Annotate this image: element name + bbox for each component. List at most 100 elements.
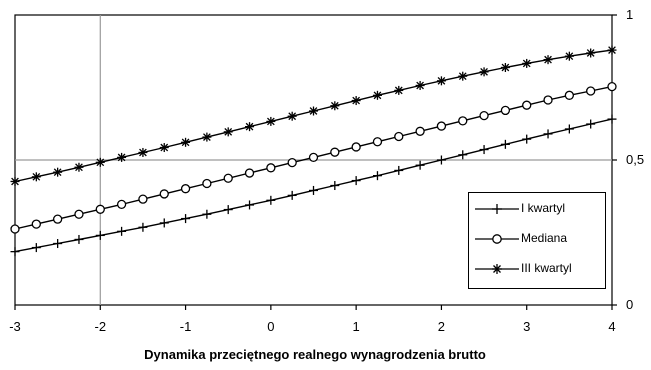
point-plus xyxy=(95,230,105,240)
x-axis-title: Dynamika przeciętnego realnego wynagrodz… xyxy=(144,347,486,362)
point-circle xyxy=(138,194,148,204)
point-asterisk xyxy=(245,122,255,132)
legend-marker-circle-icon xyxy=(475,234,519,244)
x-tick-label: -2 xyxy=(95,319,107,334)
point-circle xyxy=(116,199,127,210)
legend-label-i-kwartyl: I kwartyl xyxy=(521,201,566,215)
legend-label-iii-kwartyl: III kwartyl xyxy=(521,261,572,275)
point-plus xyxy=(351,176,361,186)
x-tick-label: 3 xyxy=(523,319,530,334)
point-circle xyxy=(223,173,233,183)
legend-marker-asterisk-icon xyxy=(475,264,519,274)
point-asterisk xyxy=(181,137,191,147)
point-circle xyxy=(31,219,41,229)
point-circle xyxy=(436,121,447,131)
point-plus xyxy=(309,185,318,195)
point-circle xyxy=(180,184,191,194)
point-asterisk xyxy=(458,71,468,81)
x-tick-label: 0 xyxy=(267,319,274,334)
point-asterisk xyxy=(394,85,404,95)
point-asterisk xyxy=(159,143,169,153)
point-plus xyxy=(31,243,41,253)
point-asterisk xyxy=(10,176,20,186)
point-plus xyxy=(287,190,297,200)
point-plus xyxy=(138,222,148,232)
point-circle xyxy=(202,178,212,189)
point-asterisk xyxy=(202,132,212,142)
point-plus xyxy=(372,171,382,181)
point-plus xyxy=(415,160,425,170)
point-circle xyxy=(74,209,84,219)
point-asterisk xyxy=(436,76,446,86)
point-asterisk xyxy=(117,152,127,162)
point-plus xyxy=(543,129,553,139)
point-circle xyxy=(330,147,340,157)
point-plus xyxy=(245,200,255,210)
point-plus xyxy=(564,124,574,134)
point-plus xyxy=(159,218,169,228)
point-asterisk xyxy=(309,106,318,116)
point-plus xyxy=(479,145,489,155)
point-asterisk xyxy=(372,90,382,100)
y-tick-label: 0,5 xyxy=(626,152,644,167)
point-plus xyxy=(223,205,233,215)
legend-item-iii-kwartyl: III kwartyl xyxy=(475,259,603,279)
point-asterisk xyxy=(479,67,489,77)
point-plus xyxy=(522,134,532,144)
point-circle xyxy=(500,105,511,116)
legend-item-i-kwartyl: I kwartyl xyxy=(475,199,603,219)
point-asterisk xyxy=(53,167,63,177)
x-tick-label: -1 xyxy=(180,319,192,334)
legend-label-mediana: Mediana xyxy=(521,231,568,245)
point-asterisk xyxy=(415,80,425,90)
legend: I kwartyl Mediana III kwartyl xyxy=(468,192,606,289)
point-circle xyxy=(244,168,255,178)
point-plus xyxy=(202,209,212,219)
point-plus xyxy=(266,195,276,205)
point-circle xyxy=(372,137,383,147)
point-asterisk xyxy=(223,127,233,137)
x-tick-label: -3 xyxy=(9,319,21,334)
point-plus xyxy=(394,165,404,175)
point-circle xyxy=(543,95,553,105)
point-circle xyxy=(266,163,276,173)
point-plus xyxy=(607,114,617,124)
point-asterisk xyxy=(74,162,84,172)
point-asterisk xyxy=(330,101,340,111)
legend-marker-plus-icon xyxy=(475,204,519,214)
point-plus xyxy=(458,150,468,160)
point-circle xyxy=(308,152,319,163)
point-asterisk xyxy=(266,116,276,126)
point-asterisk xyxy=(586,48,596,58)
point-plus xyxy=(181,214,191,224)
point-circle xyxy=(95,204,105,214)
x-tick-label: 1 xyxy=(353,319,360,334)
point-asterisk xyxy=(564,51,574,61)
point-circle xyxy=(458,116,468,126)
point-circle xyxy=(479,110,489,121)
point-asterisk xyxy=(95,157,105,167)
point-asterisk xyxy=(31,172,41,182)
point-circle xyxy=(10,224,20,234)
point-asterisk xyxy=(607,45,617,55)
x-tick-label: 4 xyxy=(608,319,615,334)
point-circle xyxy=(522,100,532,110)
legend-item-mediana: Mediana xyxy=(475,229,603,249)
y-tick-label: 0 xyxy=(626,297,633,312)
x-tick-label: 2 xyxy=(438,319,445,334)
point-circle xyxy=(287,157,297,168)
point-plus xyxy=(500,139,510,149)
point-circle xyxy=(351,142,361,152)
point-circle xyxy=(52,214,63,224)
point-asterisk xyxy=(287,111,297,121)
point-plus xyxy=(330,181,340,191)
point-circle xyxy=(394,131,404,142)
point-asterisk xyxy=(500,62,510,72)
point-plus xyxy=(436,155,446,165)
point-circle xyxy=(607,81,617,92)
point-plus xyxy=(74,234,84,244)
point-plus xyxy=(10,247,20,257)
point-asterisk xyxy=(351,96,361,106)
point-plus xyxy=(117,226,127,236)
